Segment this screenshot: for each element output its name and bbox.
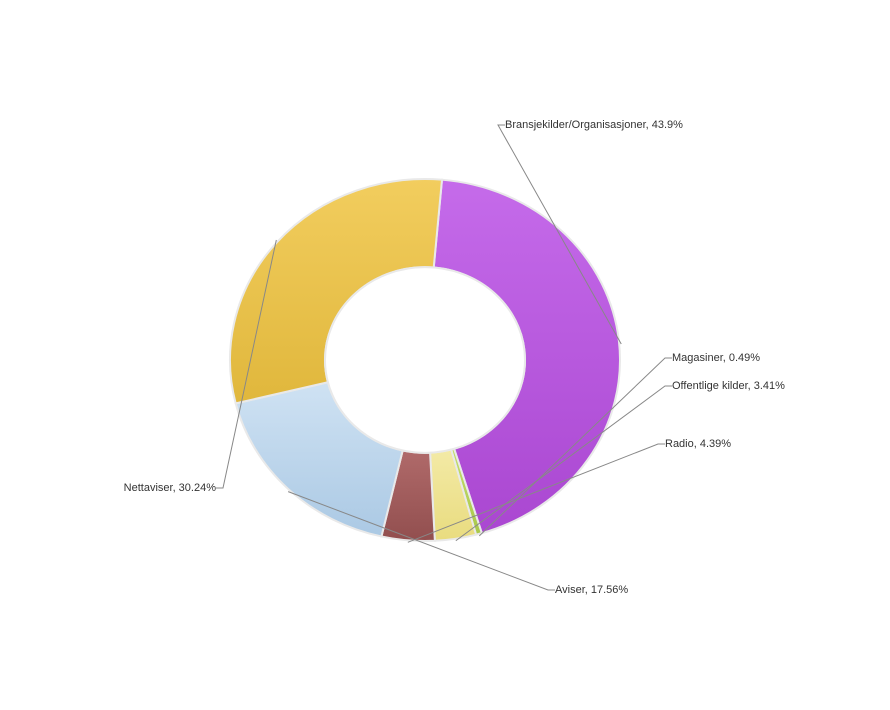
slice-label: Magasiner, 0.49% xyxy=(672,352,760,364)
slice-label: Nettaviser, 30.24% xyxy=(124,482,217,494)
slice-label: Radio, 4.39% xyxy=(665,438,731,450)
slice-label: Bransjekilder/Organisasjoner, 43.9% xyxy=(505,119,683,131)
donut-chart: Bransjekilder/Organisasjoner, 43.9% Magas… xyxy=(0,0,890,710)
slice-label: Aviser, 17.56% xyxy=(555,584,628,596)
donut-hole xyxy=(325,267,525,453)
slice-label: Offentlige kilder, 3.41% xyxy=(672,380,785,392)
